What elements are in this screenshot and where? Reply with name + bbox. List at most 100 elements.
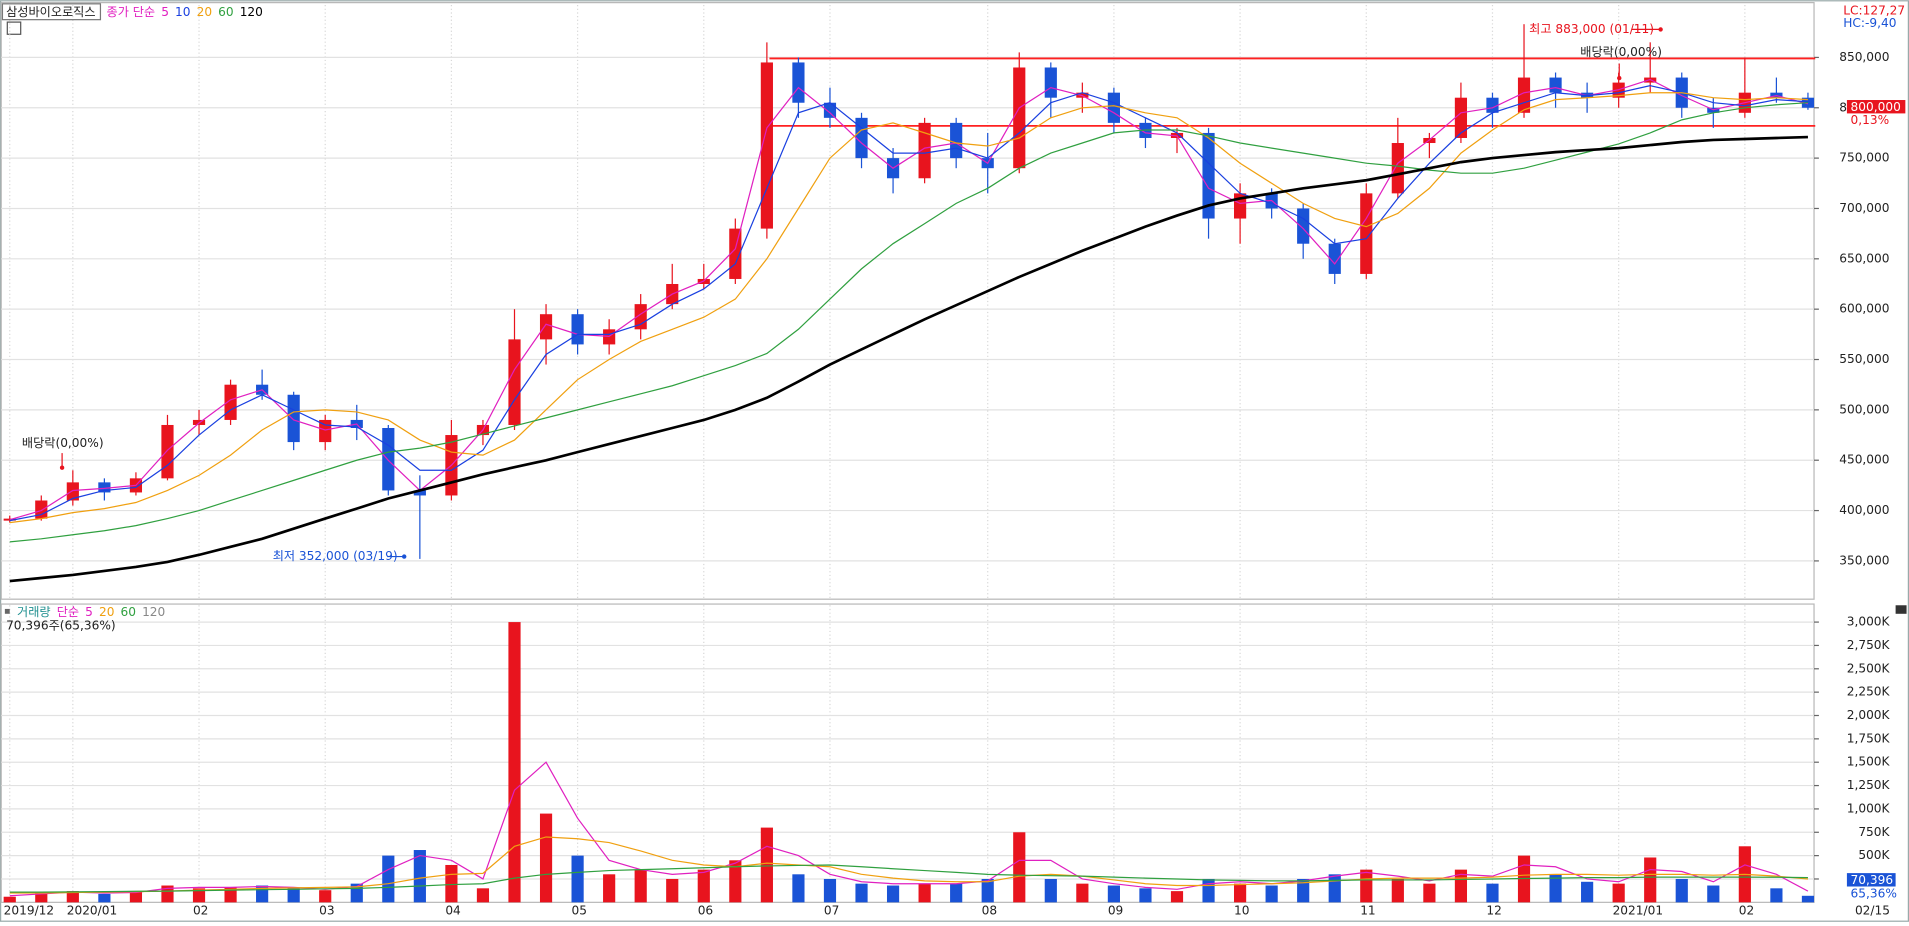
x-tick-label: 2020/01: [67, 903, 118, 917]
candle-body: [224, 384, 237, 420]
legend-entry: 5: [161, 5, 169, 19]
x-tick-label: 08: [982, 903, 997, 917]
volume-bar: [1107, 885, 1120, 903]
x-tick-label: 02/15: [1855, 903, 1890, 917]
current-price: 800,000: [1851, 100, 1901, 114]
volume-bar: [1391, 878, 1404, 903]
volume-bar: [981, 878, 994, 903]
volume-rate: 65,36%: [1851, 886, 1897, 900]
volume-bar: [855, 883, 868, 903]
volume-bar: [413, 850, 426, 903]
volume-bar: [382, 855, 395, 903]
volume-bar: [1549, 874, 1562, 903]
moving-average: [9, 78, 1809, 521]
x-tick-label: 05: [572, 903, 587, 917]
x-tick-label: 12: [1486, 903, 1501, 917]
table-icon[interactable]: [6, 21, 22, 35]
y-tick-label: 850,000: [1839, 50, 1889, 64]
candle-body: [1044, 67, 1057, 98]
volume-bar: [1139, 888, 1152, 903]
x-tick-label: 10: [1234, 903, 1249, 917]
candle-body: [1549, 77, 1562, 93]
volume-bar: [1170, 891, 1184, 903]
change-rate: 0,13%: [1851, 113, 1890, 127]
y-tick-label: 2,500K: [1847, 661, 1891, 675]
volume-bar: [3, 896, 16, 903]
volume-bar: [508, 622, 521, 903]
volume-bar: [66, 891, 79, 903]
volume-bar: [35, 892, 48, 903]
x-tick-label: 07: [824, 903, 839, 917]
legend-entry: 60: [218, 5, 233, 19]
candle-body: [161, 424, 174, 479]
candle-body: [1454, 97, 1468, 138]
candle-body: [1202, 132, 1215, 219]
volume-bar: [1076, 883, 1089, 903]
x-tick-label: 09: [1108, 903, 1123, 917]
y-tick-label: 3,000K: [1847, 615, 1891, 629]
y-tick-label: 350,000: [1839, 553, 1889, 567]
candle-body: [1107, 92, 1120, 123]
x-tick-label: 2021/01: [1613, 903, 1664, 917]
volume-bar: [886, 885, 900, 903]
volume-bar: [634, 869, 647, 903]
volume-bar: [918, 883, 931, 903]
candle-body: [950, 122, 963, 159]
volume-bar: [760, 827, 773, 903]
volume-bar: [161, 885, 174, 903]
volume-box: [1846, 873, 1896, 887]
volume-bar: [129, 892, 143, 903]
volume-bar: [950, 883, 963, 903]
legend-label: 단순: [57, 605, 79, 619]
volume-average: [9, 836, 1809, 894]
candle-body: [382, 427, 395, 491]
x-tick-label: 2019/12: [4, 903, 55, 917]
volume-bar: [729, 860, 742, 903]
annotation: 배당락(0,00%): [22, 436, 104, 450]
legend-entry: 20: [99, 605, 114, 619]
candle-body: [823, 102, 837, 118]
candle-body: [508, 339, 521, 425]
x-tick-label: 11: [1360, 903, 1375, 917]
volume-bar: [1013, 832, 1026, 903]
volume-bar: [192, 888, 206, 903]
candle-body: [35, 500, 48, 519]
volume-bar: [1612, 883, 1625, 903]
volume-bar: [1770, 888, 1783, 903]
candle-body: [1328, 243, 1341, 274]
y-tick-label: 1,500K: [1847, 755, 1891, 769]
candle-body: [539, 314, 553, 340]
x-tick-label: 04: [445, 903, 461, 917]
legend-label: 거래량: [17, 605, 51, 619]
volume-bar: [1265, 885, 1278, 903]
side-label: LC:127,27: [1843, 4, 1905, 18]
y-tick-label: 550,000: [1839, 352, 1889, 366]
volume-bar: [476, 888, 490, 903]
volume-bar: [1044, 878, 1057, 903]
candle-body: [66, 482, 79, 501]
candle-body: [918, 122, 931, 179]
volume-bar: [224, 887, 237, 903]
volume-bar: [445, 864, 458, 903]
volume-bar: [1801, 895, 1815, 903]
chart-title: 삼성바이오로직스: [6, 5, 95, 19]
moving-average: [9, 92, 1808, 524]
panel-close[interactable]: [1895, 605, 1907, 614]
annotation: 최저 352,000 (03/19): [273, 549, 398, 563]
candle-body: [760, 62, 773, 229]
candle-body: [98, 482, 111, 493]
y-tick-label: 1,000K: [1847, 801, 1891, 815]
volume-bar: [571, 855, 584, 903]
annotation-head: [402, 554, 407, 559]
y-tick-label: 2,000K: [1847, 708, 1891, 722]
annotation-head: [1617, 75, 1622, 81]
volume-bar: [1297, 878, 1310, 903]
x-tick-label: 02: [193, 903, 208, 917]
current-volume: 70,396: [1851, 873, 1894, 887]
y-tick-label: 2,750K: [1847, 638, 1891, 652]
y-tick-label: 450,000: [1839, 453, 1889, 467]
volume-bar: [1423, 883, 1436, 903]
annotation: 최고 883,000 (01/11): [1529, 22, 1654, 36]
candle-body: [792, 62, 805, 103]
